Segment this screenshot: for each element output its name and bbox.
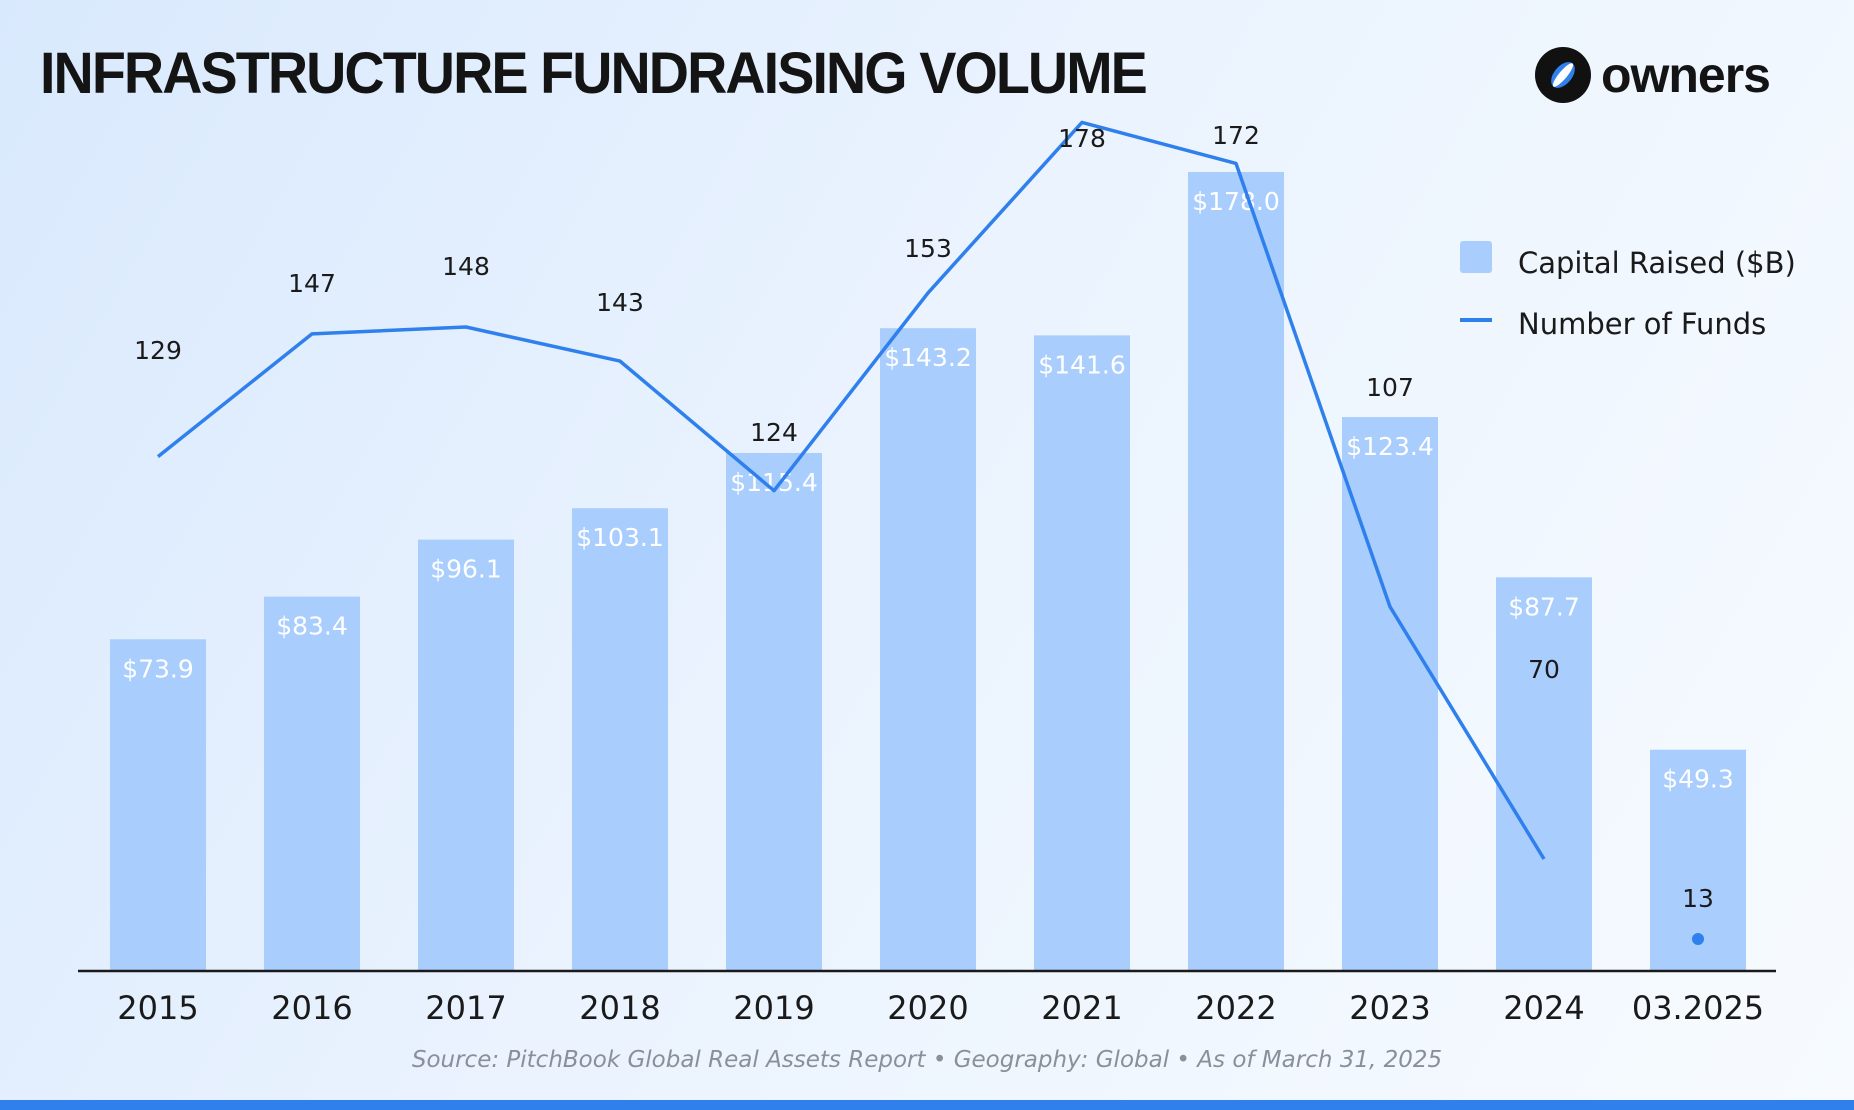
funds-line [156, 120, 1546, 860]
bar-value-label: $83.4 [276, 612, 348, 641]
funds-value-label: 124 [750, 418, 798, 447]
x-tick-label: 2017 [425, 989, 506, 1027]
bar-value-label: $178.0 [1192, 187, 1279, 216]
funds-point [1692, 933, 1704, 945]
bar-value-label: $49.3 [1662, 765, 1734, 794]
bar [880, 328, 976, 971]
bar [418, 539, 514, 971]
x-tick-label: 2016 [271, 989, 352, 1027]
funds-value-label: 13 [1682, 884, 1714, 913]
bar-value-label: $115.4 [730, 468, 817, 497]
funds-value-label: 70 [1528, 655, 1560, 684]
funds-value-label: 129 [134, 336, 182, 365]
bar [1342, 417, 1438, 971]
x-tick-label: 03.2025 [1632, 989, 1764, 1027]
funds-value-label: 147 [288, 269, 336, 298]
bottom-accent-bar [0, 1100, 1854, 1110]
bar [264, 596, 360, 971]
legend-swatch-bar [1460, 241, 1492, 273]
x-tick-label: 2021 [1041, 989, 1122, 1027]
bar [726, 452, 822, 971]
bar [1034, 335, 1130, 972]
x-tick-label: 2018 [579, 989, 660, 1027]
funds-value-label: 107 [1366, 373, 1414, 402]
bar [572, 508, 668, 971]
x-tick-label: 2020 [887, 989, 968, 1027]
x-tick-label: 2019 [733, 989, 814, 1027]
bar-value-label: $96.1 [430, 555, 502, 584]
source-note: Source: PitchBook Global Real Assets Rep… [411, 1047, 1443, 1073]
x-tick-label: 2024 [1503, 989, 1584, 1027]
x-tick-label: 2022 [1195, 989, 1276, 1027]
funds-value-label: 148 [442, 252, 490, 281]
bar [1496, 577, 1592, 971]
bar-value-label: $141.6 [1038, 350, 1125, 379]
logo-text: owners [1600, 47, 1771, 103]
legend-label-funds: Number of Funds [1518, 307, 1766, 341]
bar-value-label: $143.2 [884, 343, 971, 372]
bar-value-label: $73.9 [122, 654, 194, 683]
bar-value-label: $103.1 [576, 523, 663, 552]
funds-value-label: 143 [596, 288, 644, 317]
bar-value-label: $123.4 [1346, 432, 1433, 461]
bar [110, 639, 206, 971]
funds-value-label: 153 [904, 234, 952, 263]
bar [1188, 172, 1284, 971]
bar-value-label: $87.7 [1508, 592, 1580, 621]
owners-logo-icon [1534, 47, 1591, 103]
funds-value-label: 178 [1058, 124, 1106, 153]
legend-label-capital: Capital Raised ($B) [1518, 246, 1796, 280]
funds-value-label: 172 [1212, 121, 1260, 150]
x-tick-label: 2015 [117, 989, 198, 1027]
logo: owners [1534, 46, 1771, 104]
chart-title: INFRASTRUCTURE FUNDRAISING VOLUME [40, 41, 1148, 106]
x-tick-label: 2023 [1349, 989, 1430, 1027]
